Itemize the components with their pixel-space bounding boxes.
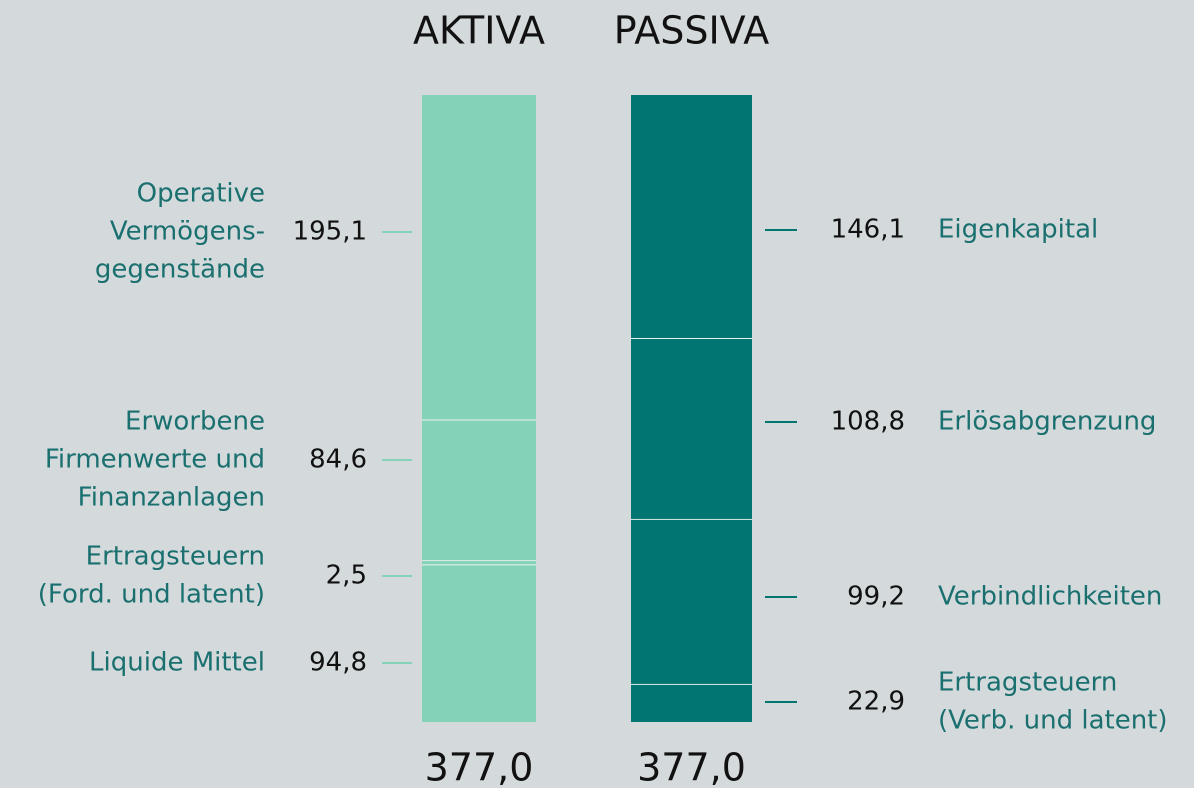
total-label: 377,0 xyxy=(637,746,746,788)
segment-name: Operative xyxy=(137,179,265,209)
value-label: 2,5 xyxy=(326,561,367,591)
bar-segment xyxy=(422,419,536,561)
column-title: PASSIVA xyxy=(614,9,770,53)
total-label: 377,0 xyxy=(425,746,534,788)
value-label: 99,2 xyxy=(847,582,905,612)
segment-name: Vermögens- xyxy=(110,217,265,247)
segment-name: Verbindlichkeiten xyxy=(938,582,1162,612)
segment-name: Finanzanlagen xyxy=(78,483,265,513)
segment-name: Erlösabgrenzung xyxy=(938,407,1156,437)
segment-name: Liquide Mittel xyxy=(89,648,265,678)
value-label: 94,8 xyxy=(309,648,367,678)
segment-name: Firmenwerte und xyxy=(45,445,265,475)
segment-name: gegenstände xyxy=(95,255,265,285)
segment-name: (Ford. und latent) xyxy=(38,580,265,610)
value-label: 84,6 xyxy=(309,445,367,475)
bar-segment xyxy=(631,95,752,338)
bar-segment xyxy=(422,564,536,722)
value-label: 22,9 xyxy=(847,687,905,717)
value-label: 108,8 xyxy=(831,407,905,437)
bar-segment xyxy=(631,683,752,722)
segment-name: Ertragsteuern xyxy=(86,542,265,572)
bar-segment xyxy=(422,560,536,565)
segment-name: Ertragsteuern xyxy=(938,668,1117,698)
segment-name: Erworbene xyxy=(125,407,265,437)
bar-segment xyxy=(631,337,752,519)
column-title: AKTIVA xyxy=(413,9,545,53)
bar-segment xyxy=(422,95,536,420)
value-label: 195,1 xyxy=(293,217,367,247)
value-label: 146,1 xyxy=(831,215,905,245)
bar-segment xyxy=(631,518,752,684)
segment-name: (Verb. und latent) xyxy=(938,706,1168,736)
segment-name: Eigenkapital xyxy=(938,215,1098,245)
